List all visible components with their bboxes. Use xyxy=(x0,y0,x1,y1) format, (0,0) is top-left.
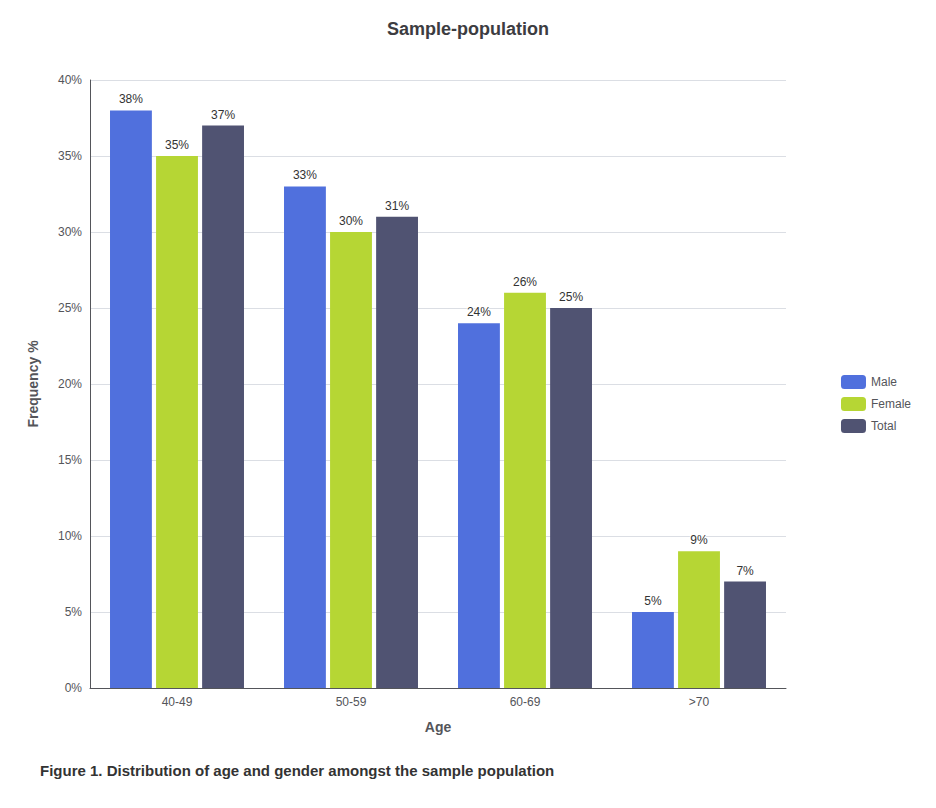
svg-text:5%: 5% xyxy=(65,605,83,619)
svg-text:Male: Male xyxy=(871,375,897,389)
svg-text:40-49: 40-49 xyxy=(162,695,193,709)
svg-text:Total: Total xyxy=(871,419,896,433)
svg-text:7%: 7% xyxy=(736,564,754,578)
svg-text:33%: 33% xyxy=(293,168,317,182)
svg-text:50-59: 50-59 xyxy=(336,695,367,709)
svg-text:Frequency %: Frequency % xyxy=(25,340,41,428)
svg-text:20%: 20% xyxy=(58,377,82,391)
svg-text:Female: Female xyxy=(871,397,911,411)
svg-text:>70: >70 xyxy=(689,695,710,709)
svg-text:0%: 0% xyxy=(65,681,83,695)
svg-text:35%: 35% xyxy=(165,138,189,152)
svg-text:Figure 1. Distribution of age: Figure 1. Distribution of age and gender… xyxy=(40,762,554,779)
svg-text:10%: 10% xyxy=(58,529,82,543)
svg-text:38%: 38% xyxy=(119,92,143,106)
svg-text:31%: 31% xyxy=(385,199,409,213)
svg-text:24%: 24% xyxy=(467,305,491,319)
svg-text:25%: 25% xyxy=(58,301,82,315)
svg-text:9%: 9% xyxy=(690,533,708,547)
svg-text:26%: 26% xyxy=(513,275,537,289)
svg-text:60-69: 60-69 xyxy=(510,695,541,709)
svg-text:25%: 25% xyxy=(559,290,583,304)
svg-text:15%: 15% xyxy=(58,453,82,467)
svg-text:5%: 5% xyxy=(644,594,662,608)
svg-text:37%: 37% xyxy=(211,108,235,122)
svg-text:Sample-population: Sample-population xyxy=(387,19,549,39)
svg-text:35%: 35% xyxy=(58,149,82,163)
svg-text:Age: Age xyxy=(425,719,452,735)
svg-text:30%: 30% xyxy=(339,214,363,228)
svg-text:30%: 30% xyxy=(58,225,82,239)
svg-text:40%: 40% xyxy=(58,73,82,87)
